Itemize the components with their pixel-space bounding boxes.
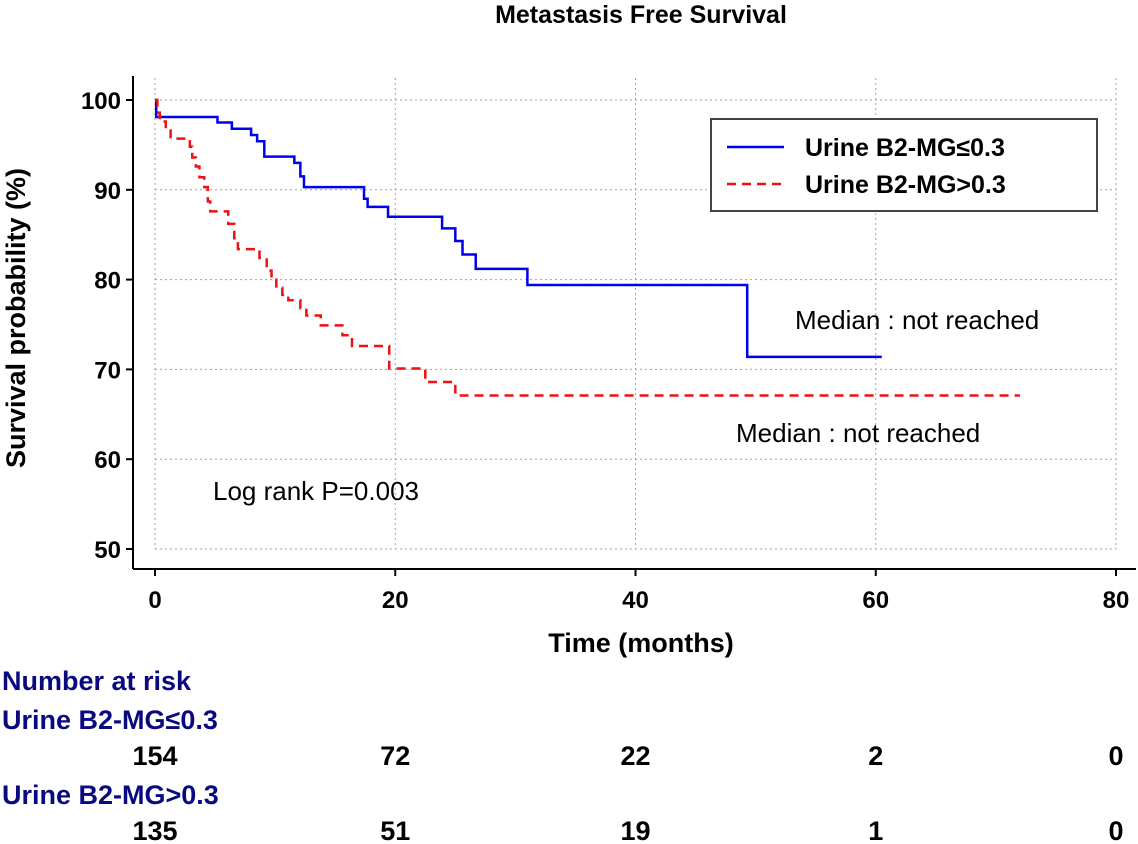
median-annotation-series-1: Median : not reached [795, 305, 1039, 335]
risk-value-2-80: 0 [1108, 816, 1123, 844]
legend: Urine B2-MG≤0.3 Urine B2-MG>0.3 [710, 118, 1098, 212]
chart-title: Metastasis Free Survival [495, 1, 787, 29]
legend-label-series-2: Urine B2-MG>0.3 [805, 171, 1006, 199]
risk-value-1-80: 0 [1108, 741, 1123, 771]
risk-value-2-20: 51 [380, 816, 410, 844]
median-annotation-series-2: Median : not reached [736, 418, 980, 448]
x-tick-label-60: 60 [862, 587, 889, 614]
risk-value-1-20: 72 [380, 741, 410, 771]
legend-label-series-1: Urine B2-MG≤0.3 [805, 134, 1005, 162]
y-tick-label-90: 90 [94, 178, 121, 205]
risk-value-1-60: 2 [868, 741, 883, 771]
x-tick-label-40: 40 [622, 587, 649, 614]
risk-row-values-2: 135 51 19 1 0 [132, 816, 1123, 844]
y-tick-label-50: 50 [94, 537, 121, 564]
y-tick-label-80: 80 [94, 268, 121, 295]
risk-value-2-60: 1 [868, 816, 883, 844]
x-tick-label-80: 80 [1103, 587, 1130, 614]
x-tick-label-20: 20 [382, 587, 409, 614]
legend-box [710, 118, 1098, 212]
logrank-annotation: Log rank P=0.003 [213, 476, 419, 506]
risk-value-2-40: 19 [620, 816, 650, 844]
risk-table-title: Number at risk [2, 666, 192, 696]
axes [126, 76, 1136, 576]
risk-value-2-0: 135 [132, 816, 177, 844]
risk-row-label-1: Urine B2-MG≤0.3 [2, 705, 218, 735]
y-tick-label-70: 70 [94, 357, 121, 384]
grid [154, 78, 1117, 550]
risk-value-1-0: 154 [132, 741, 177, 771]
curve-series-2 [155, 98, 1020, 397]
curve-series-1 [154, 98, 882, 359]
tick-labels: 50 60 70 80 90 100 0 20 40 60 80 [81, 88, 1129, 614]
risk-row-values-1: 154 72 22 2 0 [132, 741, 1123, 771]
y-axis-label: Survival probability (%) [1, 168, 31, 468]
risk-value-1-40: 22 [620, 741, 650, 771]
y-tick-label-100: 100 [81, 88, 121, 115]
survival-curves [154, 98, 1020, 397]
y-tick-label-60: 60 [94, 447, 121, 474]
x-axis-label: Time (months) [548, 628, 734, 658]
x-tick-label-0: 0 [148, 587, 161, 614]
risk-table: Number at risk Urine B2-MG≤0.3 154 72 22 2 0… [2, 666, 1124, 844]
risk-row-label-2: Urine B2-MG>0.3 [2, 780, 219, 810]
